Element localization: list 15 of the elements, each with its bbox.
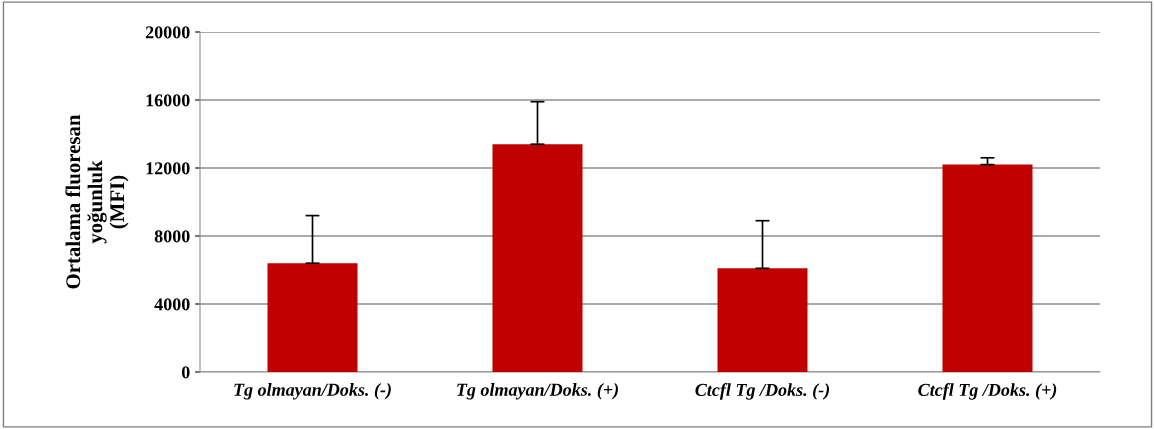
y-tick-label: 4000 — [154, 298, 190, 311]
bar — [942, 164, 1033, 372]
bar — [717, 268, 808, 372]
y-tick-label: 16000 — [146, 94, 190, 107]
x-tick-label: Tg olmayan/Doks. (+) — [457, 383, 618, 400]
y-tick-label: 20000 — [145, 26, 190, 39]
x-tick-label: Ctcfl Tg /Doks. (-) — [695, 383, 830, 400]
y-tick-label: 0 — [181, 366, 190, 379]
y-tick-label: 12000 — [146, 162, 190, 175]
x-tick-label: Ctcfl Tg /Doks. (+) — [918, 383, 1057, 400]
y-tick-label: 8000 — [154, 230, 190, 243]
bar — [492, 144, 583, 372]
x-tick-label: Tg olmayan/Doks. (-) — [234, 383, 391, 400]
y-axis-title: Ortalama fluoresan yoğunluk (MFI) — [65, 114, 129, 289]
bar — [267, 263, 358, 372]
